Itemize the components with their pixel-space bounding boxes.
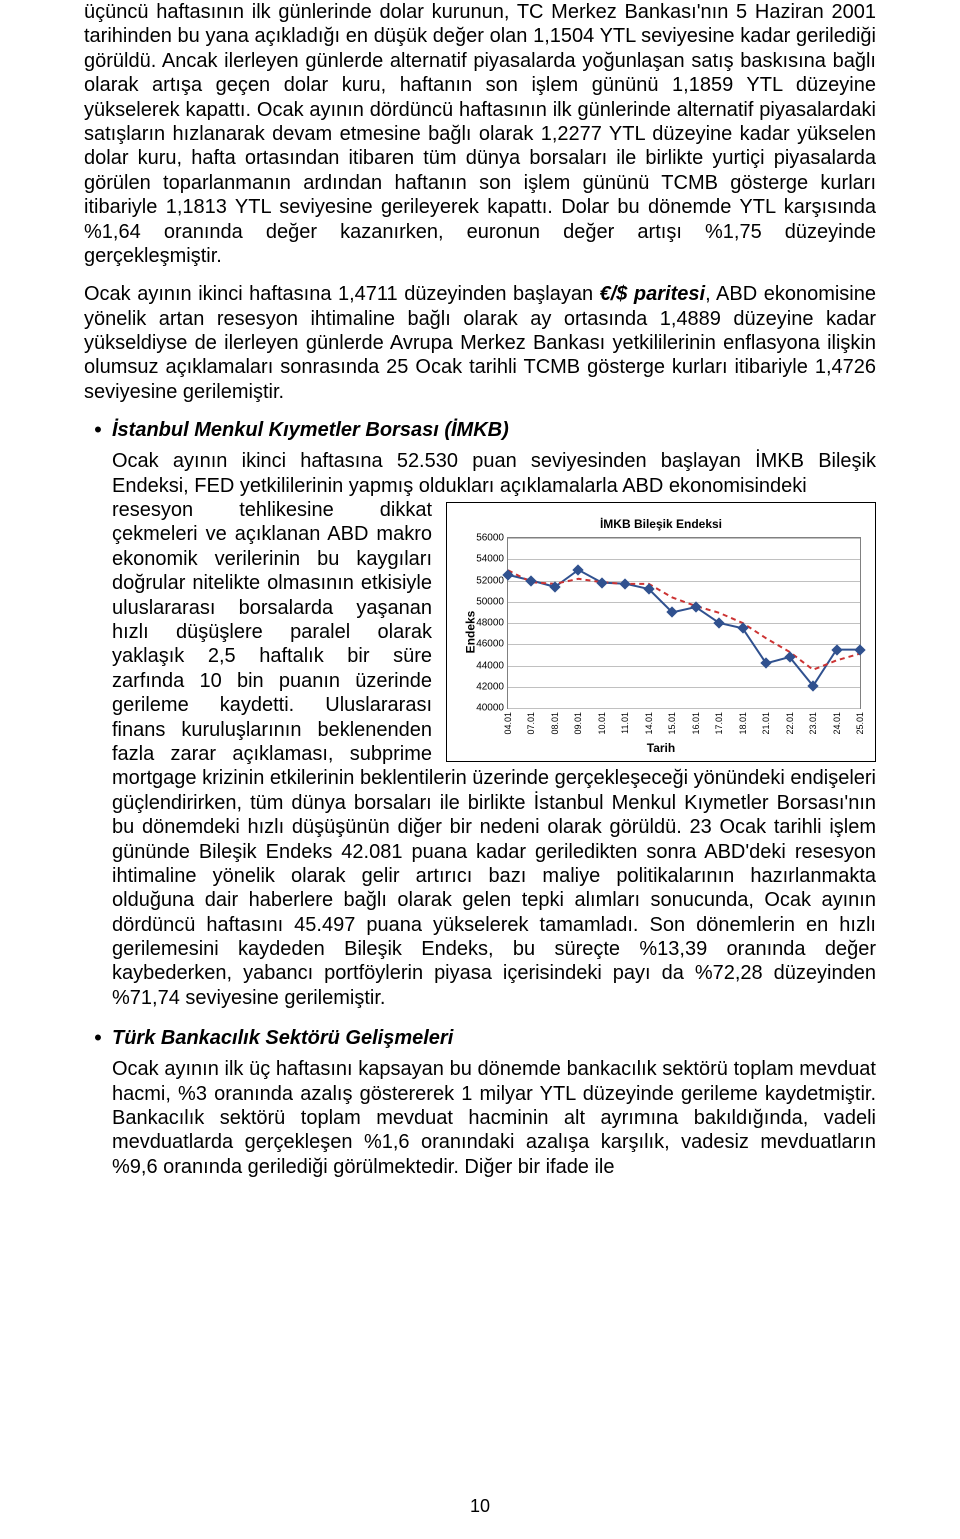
section-imkb-title: İstanbul Menkul Kıymetler Borsası (İMKB) (112, 418, 509, 443)
chart-x-tick: 25.01 (855, 712, 865, 735)
imkb-intro: Ocak ayının ikinci haftasına 52.530 puan… (112, 449, 876, 498)
chart-y-tick: 48000 (476, 618, 504, 629)
section-banking-title: Türk Bankacılık Sektörü Gelişmeleri (112, 1026, 453, 1051)
section-banking-body: Ocak ayının ilk üç haftasını kapsayan bu… (112, 1057, 876, 1179)
chart-x-tick: 21.01 (761, 712, 771, 735)
chart-x-tick: 18.01 (738, 712, 748, 735)
paragraph-1: üçüncü haftasının ilk günlerinde dolar k… (84, 0, 876, 268)
chart-x-tick: 08.01 (550, 712, 560, 735)
chart-x-tick: 16.01 (691, 712, 701, 735)
chart-x-tick: 09.01 (573, 712, 583, 735)
chart-x-tick: 11.01 (620, 712, 630, 734)
section-imkb-body: Ocak ayının ikinci haftasına 52.530 puan… (112, 449, 876, 1016)
chart-gridline (508, 708, 860, 709)
chart-y-tick: 42000 (476, 681, 504, 692)
chart-title: İMKB Bileşik Endeksi (447, 517, 875, 531)
chart-x-tick: 23.01 (808, 712, 818, 735)
chart-y-tick: 54000 (476, 554, 504, 565)
paragraph-2-a: Ocak ayının ikinci haftasına 1,4711 düze… (84, 283, 600, 305)
chart-x-tick: 14.01 (644, 712, 654, 735)
bullet-icon: • (84, 1026, 112, 1051)
chart-dashed-line (508, 570, 860, 669)
chart-y-tick: 56000 (476, 533, 504, 544)
chart-x-tick: 10.01 (597, 712, 607, 735)
chart-y-tick: 52000 (476, 575, 504, 586)
chart-series-line (508, 570, 860, 686)
chart-x-tick: 04.01 (503, 712, 513, 735)
bullet-icon: • (84, 418, 112, 443)
chart-y-tick: 40000 (476, 703, 504, 714)
chart-x-tick: 07.01 (526, 712, 536, 735)
chart-plot-area: 4000042000440004600048000500005200054000… (507, 537, 861, 709)
chart-x-tick: 15.01 (667, 712, 677, 735)
chart-y-tick: 44000 (476, 660, 504, 671)
page-number: 10 (0, 1496, 960, 1517)
chart-x-tick: 22.01 (785, 712, 795, 735)
banking-text: Ocak ayının ilk üç haftasını kapsayan bu… (112, 1057, 876, 1179)
imkb-chart: İMKB Bileşik Endeksi Endeks Tarih 400004… (446, 502, 876, 762)
chart-x-label: Tarih (447, 741, 875, 755)
section-banking: • Türk Bankacılık Sektörü Gelişmeleri (84, 1026, 876, 1051)
paragraph-2: Ocak ayının ikinci haftasına 1,4711 düze… (84, 282, 876, 404)
chart-y-tick: 50000 (476, 596, 504, 607)
section-imkb: • İstanbul Menkul Kıymetler Borsası (İMK… (84, 418, 876, 443)
chart-x-tick: 24.01 (832, 712, 842, 735)
document-page: üçüncü haftasının ilk günlerinde dolar k… (0, 0, 960, 1539)
chart-y-tick: 46000 (476, 639, 504, 650)
euro-dollar-parity: €/$ paritesi (600, 283, 705, 305)
chart-x-tick: 17.01 (714, 712, 724, 735)
